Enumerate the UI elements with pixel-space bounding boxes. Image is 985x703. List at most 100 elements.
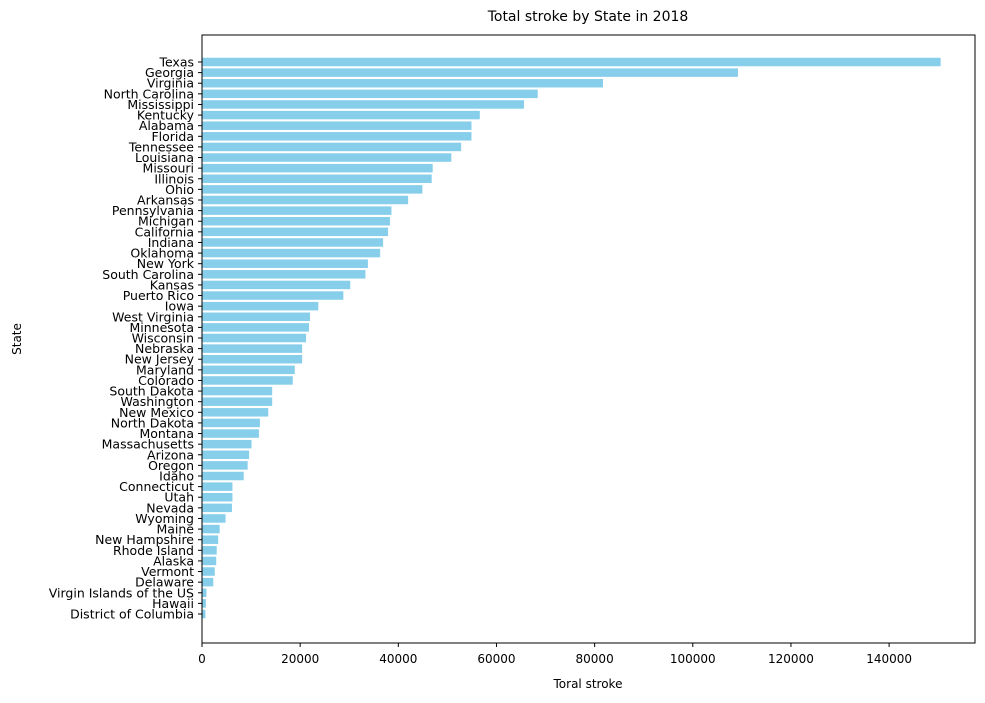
y-tick-label: Alabama [139,118,194,133]
bar [202,227,389,237]
bar [202,238,384,247]
bar [202,301,319,311]
y-tick-label: Nebraska [135,341,194,356]
y-tick-label: Wisconsin [132,331,194,346]
bar [202,514,226,523]
bar [202,174,432,184]
x-axis-label: Toral stroke [553,677,623,691]
bar [202,259,368,268]
bar [202,344,303,353]
bar [202,270,366,279]
y-tick-label: Utah [164,490,194,505]
y-tick-label: Florida [151,129,194,144]
y-tick-label: Kentucky [137,108,195,123]
bar [202,429,259,438]
bar [202,132,472,141]
y-tick-label: Georgia [145,65,194,80]
x-tick-label: 120000 [768,652,814,666]
bar [202,89,538,99]
y-tick-label: Vermont [141,564,194,579]
bar [202,68,738,77]
bar [202,471,244,481]
y-tick-label: Michigan [138,214,194,229]
bar [202,280,351,290]
bar [202,57,941,67]
x-tick-label: 20000 [281,652,319,666]
y-tick-label: Massachusetts [102,437,194,452]
chart-title: Total stroke by State in 2018 [487,9,689,25]
y-tick-label: Connecticut [119,479,194,494]
y-tick-label: Delaware [135,575,194,590]
y-tick-label: Hawaii [152,596,194,611]
y-tick-label: Oregon [148,458,194,473]
bar [202,323,309,332]
y-tick-label: Kansas [150,277,194,292]
bar [202,524,220,534]
bar [202,546,217,555]
plot-area-frame [201,34,976,644]
bar [202,291,344,300]
y-tick-label: Minnesota [129,320,194,335]
bar [202,206,392,215]
y-tick-label: Texas [158,55,194,70]
bar [202,599,206,608]
y-tick-label: Tennessee [128,139,194,154]
y-tick-label: Alaska [153,553,194,568]
y-tick-label: Pennsylvania [112,203,194,218]
bar [202,567,215,576]
x-tick-label: 40000 [379,652,417,666]
x-tick-label: 140000 [866,652,912,666]
y-tick-label: Oklahoma [130,246,194,261]
bar [202,185,423,194]
y-tick-label: District of Columbia [70,607,194,622]
bar [202,376,293,385]
y-tick-label: Wyoming [135,511,194,526]
y-tick-label: South Carolina [102,267,194,282]
y-tick-label: Mississippi [127,97,194,112]
y-tick-label: Washington [121,394,194,409]
x-tick-label: 60000 [477,652,515,666]
bar [202,588,207,598]
y-tick-label: Illinois [154,171,194,186]
y-tick-label: Puerto Rico [123,288,194,303]
y-tick-label: Arkansas [137,193,194,208]
y-tick-label: North Dakota [111,415,194,430]
bar [202,365,295,375]
y-tick-label: Louisiana [135,150,194,165]
bar [202,354,303,364]
bar [202,216,390,226]
bar [202,397,273,406]
y-tick-label: Virginia [147,76,194,91]
y-tick-label: New York [137,256,195,271]
bar [202,100,524,109]
y-tick-label: Missouri [143,161,194,176]
y-tick-label: Maine [156,522,194,537]
bar [202,163,433,173]
bar [202,482,233,491]
bar [202,248,381,258]
y-tick-label: Maryland [136,362,194,377]
bar [202,609,206,619]
y-tick-label: New Jersey [125,352,195,367]
bar [202,439,252,449]
x-tick-label: 80000 [576,652,614,666]
bar [202,195,409,205]
bar [202,535,219,544]
y-tick-label: Virgin Islands of the US [49,585,194,600]
bar [202,312,310,322]
bar [202,121,472,130]
y-tick-label: Idaho [159,469,194,484]
y-tick-label: California [135,224,194,239]
y-tick-label: North Carolina [104,86,194,101]
y-tick-label: Iowa [165,299,194,314]
x-tick-label: 0 [198,652,206,666]
y-tick-label: Colorado [138,373,194,388]
y-tick-label: Ohio [165,182,194,197]
y-axis-label: State [10,323,24,355]
y-tick-label: Nevada [146,500,194,515]
bar [202,408,269,417]
bars-layer [202,57,941,619]
bar [202,503,232,513]
